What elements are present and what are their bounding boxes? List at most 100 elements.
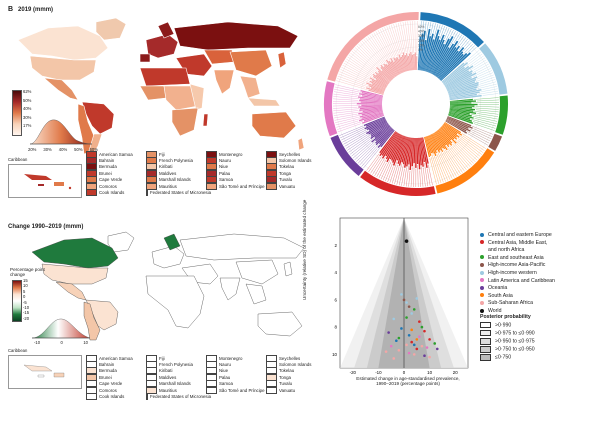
radial-bar [360, 101, 383, 104]
radial-bar [446, 117, 469, 129]
radial-label-tick [476, 99, 499, 102]
radial-bar [356, 103, 383, 105]
territory-name: Federated States of Micronesia [150, 394, 212, 400]
radial-bar [376, 66, 392, 82]
posterior-swatch [480, 321, 491, 329]
radial-bar [448, 86, 478, 96]
radial-bar [409, 137, 414, 171]
radial-bar [363, 114, 384, 122]
radial-label-tick [471, 131, 491, 142]
map-new-zealand [297, 137, 305, 151]
radial-bar [418, 33, 424, 71]
territory-name: French Polynesia [159, 158, 193, 164]
radial-label-tick [358, 43, 381, 67]
radial-tick-label: 20% [418, 39, 425, 43]
radial-label-tick [343, 62, 370, 78]
radial-bar [365, 87, 384, 94]
posterior-label: >0·990 [495, 322, 512, 329]
territory-name: American Samoa [99, 151, 133, 157]
radial-bar [380, 66, 393, 80]
caribbean-label-change: Caribbean [8, 348, 28, 353]
map-russia [173, 21, 299, 51]
radial-label-tick [449, 145, 469, 169]
caribbean-jamaica [38, 184, 44, 186]
radial-label-tick [435, 156, 446, 182]
territory-swatch [146, 189, 148, 197]
funnel-point [415, 297, 419, 300]
section-b-label: B [8, 6, 14, 13]
radial-bar [416, 137, 419, 165]
radial-bar [426, 135, 434, 154]
radial-bar [447, 81, 476, 93]
radial-bar [375, 126, 392, 142]
radial-label-tick [433, 154, 444, 183]
radial-label-tick [477, 83, 497, 90]
colorbar-2019-tick: 30% [23, 114, 32, 120]
radial-label-tick [354, 141, 375, 161]
radial-bar [371, 83, 386, 91]
radial-label-tick [482, 93, 499, 96]
radial-label-tick [475, 105, 499, 108]
radial-label-tick [346, 58, 373, 77]
funnel-point [428, 338, 431, 341]
radial-bar [375, 127, 392, 144]
radial-label-tick [334, 114, 361, 121]
radial-bar [383, 66, 395, 79]
territory-name: Vanuatu [279, 183, 296, 189]
territory-legend-cell: Cook Islands [86, 393, 146, 401]
territory-name: Samoa [219, 177, 233, 183]
caribbean-inset-change [8, 355, 82, 389]
territory-legend-cell [266, 393, 326, 399]
radial-label-tick [393, 24, 403, 55]
radial-bar [448, 111, 474, 119]
radial-label-tick [467, 45, 475, 53]
territory-name: Cook Islands [99, 190, 125, 196]
region-legend-item: Oceania [480, 285, 555, 293]
radial-label-tick [471, 125, 494, 135]
radial-bar [364, 118, 386, 130]
radial-label-tick [464, 40, 470, 47]
map-change-india [219, 277, 241, 301]
radial-bar [441, 125, 458, 140]
radial-label-tick [413, 164, 415, 187]
radial-bar [427, 39, 441, 73]
radial-bar [448, 113, 473, 122]
territory-name: Palau [219, 170, 231, 176]
colorbar-change-tick: 10 [23, 283, 28, 289]
region-legend-item: East and southeast Asia [480, 255, 555, 263]
radial-bar [368, 120, 387, 131]
radial-label-tick [479, 79, 496, 85]
radial-label-tick [475, 74, 494, 82]
region-legend-item: South Asia [480, 293, 555, 301]
radial-label-tick [334, 113, 358, 119]
radial-label-tick [336, 80, 368, 91]
funnel-point [395, 339, 398, 343]
radial-tick-label: 40% [418, 30, 425, 34]
radial-bar [425, 136, 433, 154]
radial-label-tick [376, 159, 387, 178]
caribbean-label-2019: Caribbean [8, 157, 28, 162]
radial-label-tick [377, 30, 394, 61]
radial-label-tick [378, 162, 387, 179]
region-legend-dot [480, 278, 484, 283]
radial-bar [440, 127, 457, 144]
radial-bar [439, 53, 464, 80]
territory-swatch [206, 386, 217, 394]
radial-label-tick [382, 161, 392, 181]
region-legend-item: Central Asia, Middle East, [480, 240, 555, 248]
territory-name: Maldives [159, 170, 177, 176]
radial-label-tick [476, 72, 493, 80]
colorbar-2019-tick: 40% [23, 106, 32, 112]
radial-region-ring [360, 170, 436, 196]
radial-bar [396, 56, 404, 73]
radial-bar-chart: 60%40%30%20%10%0% [324, 12, 508, 196]
radial-bar [441, 62, 465, 83]
radial-bar [449, 89, 482, 98]
radial-label-tick [363, 147, 381, 169]
caribbean-change-hispaniola [53, 372, 65, 378]
radial-bar [446, 76, 472, 90]
map-change-usa [41, 263, 109, 285]
territory-legend-cell: Cook Islands [86, 189, 146, 197]
territory-name: Samoa [219, 381, 233, 387]
radial-label-tick [457, 139, 479, 159]
